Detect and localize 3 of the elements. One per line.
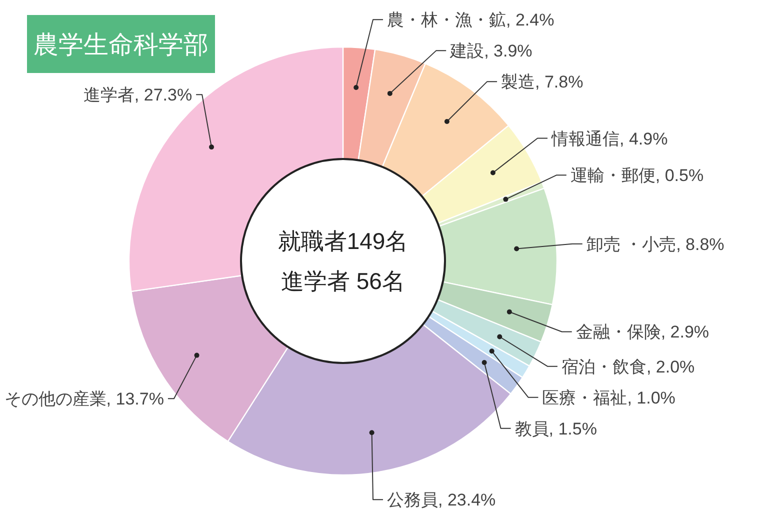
text: 就職者149名: [278, 228, 408, 254]
text: 進学者 56名: [281, 268, 405, 294]
title: 農学生命科学部: [27, 15, 215, 73]
